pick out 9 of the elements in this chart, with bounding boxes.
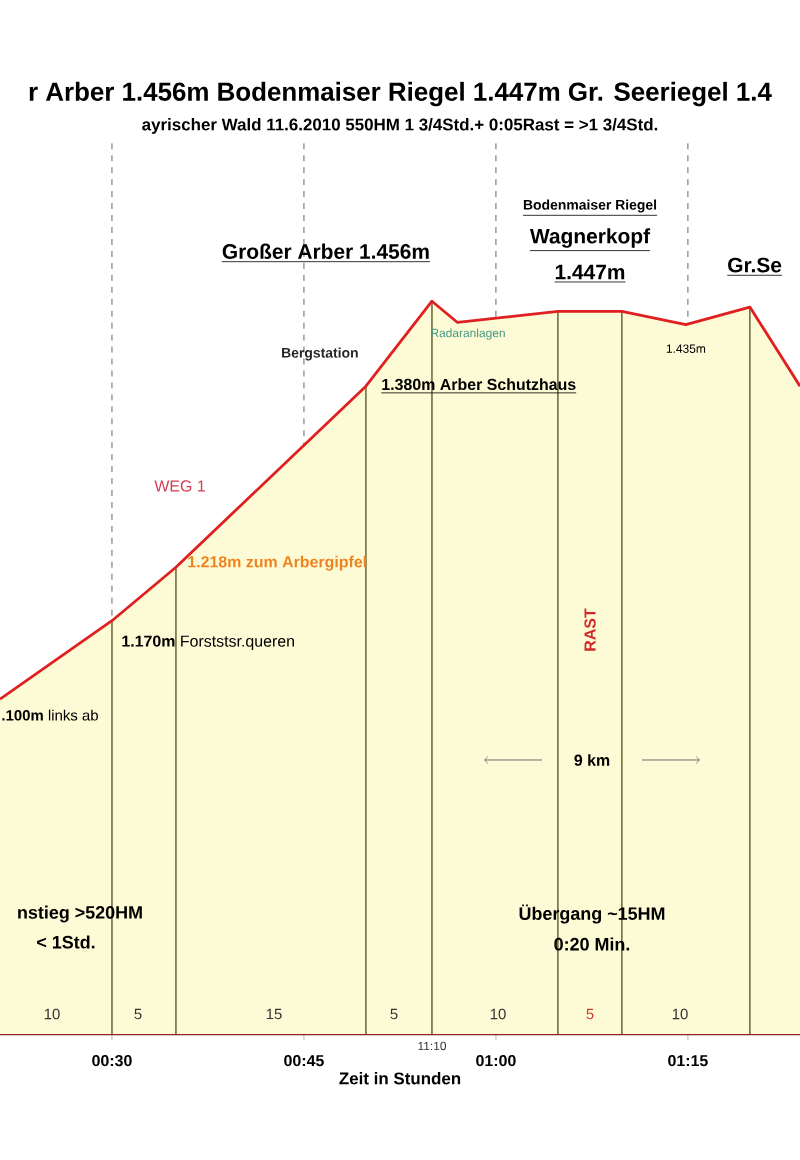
x-axis-title: Zeit in Stunden (339, 1072, 461, 1085)
chart-title: r Arber 1.456m Bodenmaiser Riegel 1.447m Gr. Seeriegel 1.4 (29, 81, 772, 107)
text: Wagnerkopf (529, 228, 651, 248)
annotation: nstieg >520HM (18, 905, 142, 923)
text: 1.447m (555, 264, 625, 280)
annotation: Großer Arber 1.456m (222, 243, 429, 259)
annotation: Gr.Se (728, 257, 782, 273)
chart-subtitle: ayrischer Wald 11.6.2010 550HM 1 3/4Std.+ 0:05Rast = >1 3/4Std. (142, 118, 658, 134)
annotation: < 1Std. (37, 935, 95, 949)
